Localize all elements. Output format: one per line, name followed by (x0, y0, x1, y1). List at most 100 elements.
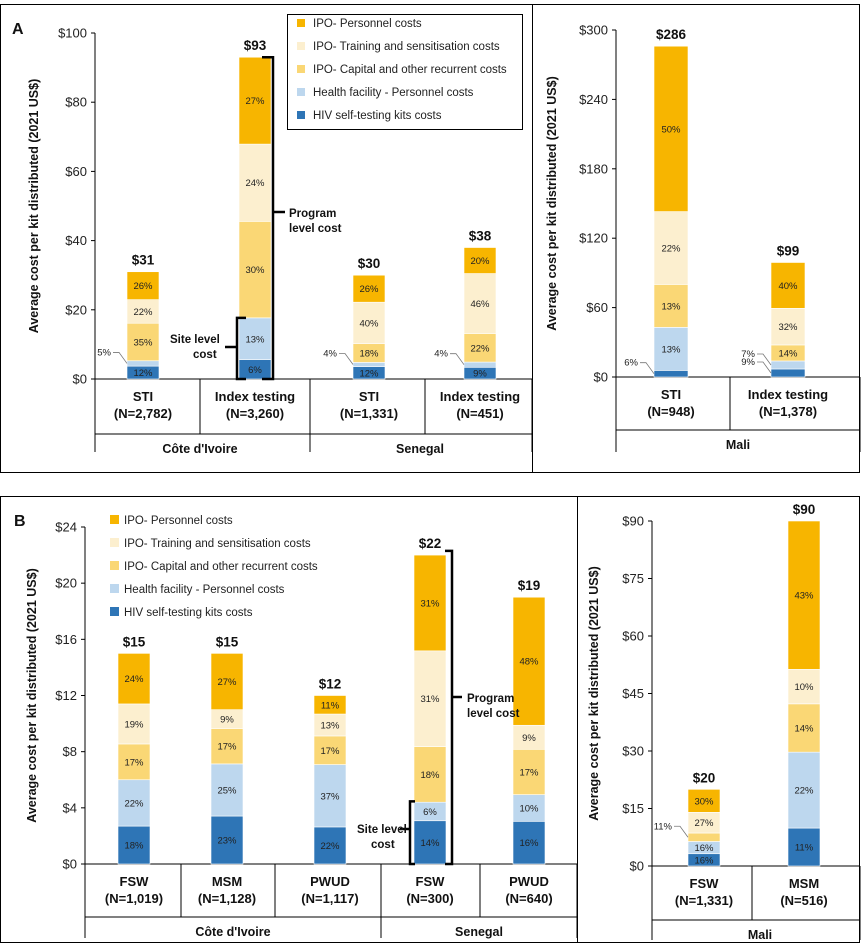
panel-a-bar-4-pct-label: 22% (470, 343, 490, 354)
panel-a-bar-1-pct-label: 5% (97, 347, 111, 358)
panel-b-bar-4-pct-label: 31% (420, 694, 440, 705)
panel-b-mali-bar-1-segment-3 (687, 832, 721, 842)
panel-a-mali-bar-2-segment-4 (770, 307, 806, 346)
panel-b-mali-bar-1-n-label: (N=1,331) (675, 893, 733, 908)
panel-b-bar-3-segment-3 (313, 735, 347, 765)
panel-b-bar-2-segment-3 (210, 728, 244, 765)
panel-a-bar-1-pct-label: 26% (133, 281, 153, 292)
panel-b-mali-bar-1-pct-label: 27% (694, 818, 714, 829)
panel-b-legend-swatch (110, 607, 119, 616)
panel-a-legend-swatch (297, 111, 305, 119)
panel-a-bar-2-segment-5 (238, 56, 272, 145)
panel-a-bar-3-total-label: $30 (358, 256, 381, 271)
panel-a-bar-3-n-label: (N=1,331) (340, 406, 398, 421)
panel-b-bar-2-category-label: MSM (212, 874, 242, 889)
panel-b-bar-1-segment-4 (117, 703, 151, 745)
panel-b-mali-bar-1-pct-label: 16% (694, 855, 714, 866)
panel-b-legend-label: IPO- Personnel costs (124, 515, 233, 527)
panel-a-mali-bar-2-pct-label: 40% (778, 281, 798, 292)
panel-a-mali-bar-2-pct-label: 14% (778, 348, 798, 359)
panel-a-y-tick-label: $80 (65, 95, 87, 110)
panel-b-mali-bar-2-segment-2 (787, 751, 821, 829)
panel-b-mali-y-axis-title: Average cost per kit distributed (2021 U… (587, 566, 601, 820)
panel-a-mali-bar-2-segment-1 (770, 368, 806, 378)
panel-b-y-axis-title: Average cost per kit distributed (2021 U… (25, 568, 39, 822)
panel-a-mali-bar-2-n-label: (N=1,378) (759, 404, 817, 419)
panel-a-y-tick-label: $0 (73, 372, 87, 387)
panel-b-mali-bar-2-pct-label: 43% (794, 591, 814, 602)
panel-a-mali-bar-1-pct-label: 22% (661, 243, 681, 254)
panel-b-bar-3-n-label: (N=1,117) (301, 891, 358, 906)
panel-b-bar-3-segment-2 (313, 764, 347, 828)
panel-a-mali-bar-2-pct-label: 32% (778, 322, 798, 333)
panel-a-legend-swatch (297, 42, 305, 50)
panel-a-bar-4-pct-label: 20% (470, 256, 490, 267)
panel-a-mali-bar-1-segment-2 (653, 327, 689, 371)
panel-b-site-bracket (408, 800, 415, 866)
panel-b-bar-5-segment-3 (512, 748, 546, 795)
panel-b-bar-4-category-label: FSW (416, 874, 446, 889)
panel-b-bar-4-segment-1 (413, 820, 447, 865)
panel-b-bar-4-segment-5 (413, 554, 447, 652)
panel-a-bar-3-segment-5 (352, 274, 386, 303)
panel-a-mali-bar-2-category-label: Index testing (748, 387, 828, 402)
panel-b-mali-y-tick-label: $0 (630, 859, 644, 874)
panel-b-bar-4-pct-label: 18% (420, 770, 440, 781)
panel-a-bar-2-pct-label: 27% (245, 96, 265, 107)
panel-b-site-annotation: cost (371, 839, 395, 851)
panel-b-bar-2-pct-label: 23% (217, 836, 237, 847)
panel-b-bar-5-segment-5 (512, 596, 546, 726)
panel-b-bar-3-segment-5 (313, 695, 347, 715)
panel-b-legend-label: IPO- Capital and other recurrent costs (124, 561, 318, 573)
panel-a-mali-bar-1-pct-leader (640, 362, 655, 374)
panel-b-mali-bar-2-pct-label: 14% (794, 724, 814, 735)
panel-b-bar-2-segment-2 (210, 763, 244, 817)
panel-b-bar-1-segment-1 (117, 825, 151, 865)
panel-a-mali-bar-1-segment-1 (653, 370, 689, 378)
panel-b-mali-y-tick-label: $15 (622, 801, 644, 816)
panel-b-bar-5-pct-label: 16% (519, 838, 539, 849)
panel-b-y-tick-label: $12 (55, 688, 77, 703)
panel-b-bar-3-pct-label: 37% (320, 791, 340, 802)
panel-a-mali-bar-1-n-label: (N=948) (647, 404, 694, 419)
panel-b-y-tick-label: $8 (63, 744, 77, 759)
panel-a-bar-1-category-label: STI (133, 389, 153, 404)
panel-b-bar-4-pct-label: 6% (423, 807, 437, 818)
panel-a-site-annotation: cost (193, 349, 217, 361)
panel-a-bar-2-total-label: $93 (244, 38, 267, 53)
panel-b-bar-2-pct-label: 17% (217, 742, 237, 753)
panel-b-bar-2-total-label: $15 (216, 634, 239, 649)
panel-b-legend-swatch (110, 561, 119, 570)
panel-a-y-tick-label: $40 (65, 233, 87, 248)
panel-a-bar-3-pct-label: 26% (359, 284, 379, 295)
panel-b-bar-5-pct-label: 17% (519, 767, 539, 778)
panel-b-bar-5-pct-label: 10% (519, 803, 539, 814)
panel-b-mali-bar-2-pct-label: 10% (794, 682, 814, 693)
panel-b-y-tick-label: $4 (63, 800, 77, 815)
panel-a-legend-label: IPO- Capital and other recurrent costs (313, 64, 507, 76)
panel-a-mali-bar-2-segment-2 (770, 360, 806, 370)
panel-b-bar-4-pct-label: 14% (420, 838, 440, 849)
panel-b-mali-bar-1-pct-label: 30% (694, 796, 714, 807)
panel-a-mali-bar-1-segment-4 (653, 211, 689, 285)
panel-a-bar-1-pct-label: 12% (133, 368, 153, 379)
panel-b-legend-swatch (110, 584, 119, 593)
panel-b-bar-4-total-label: $22 (419, 536, 442, 551)
panel-a-mali-bar-2-pct-label: 7% (741, 349, 755, 360)
panel-b-bar-3-pct-label: 11% (321, 700, 340, 711)
panel-a-bar-4-pct-label: 4% (434, 349, 448, 360)
panel-b-bar-1-pct-label: 18% (124, 841, 144, 852)
panel-b-mali-bar-1-total-label: $20 (693, 770, 716, 785)
panel-b-mali-bar-1-pct-label: 11% (654, 821, 673, 832)
panel-b-mali-y-tick-label: $60 (622, 629, 644, 644)
panel-a-bar-1-pct-label: 22% (133, 307, 153, 318)
panel-b-legend-swatch (110, 538, 119, 547)
panel-b-legend-label: Health facility - Personnel costs (124, 584, 285, 596)
panel-a-bar-2-segment-3 (238, 221, 272, 319)
panel-b-bar-2-segment-5 (210, 653, 244, 710)
panel-a-bar-3-category-label: STI (359, 389, 379, 404)
panel-b-bar-1-total-label: $15 (123, 634, 146, 649)
panel-a-mali-bar-2-total-label: $99 (777, 243, 800, 258)
panel-b-bar-5-pct-label: 9% (522, 733, 536, 744)
panel-a-bar-2-category-label: Index testing (215, 389, 295, 404)
